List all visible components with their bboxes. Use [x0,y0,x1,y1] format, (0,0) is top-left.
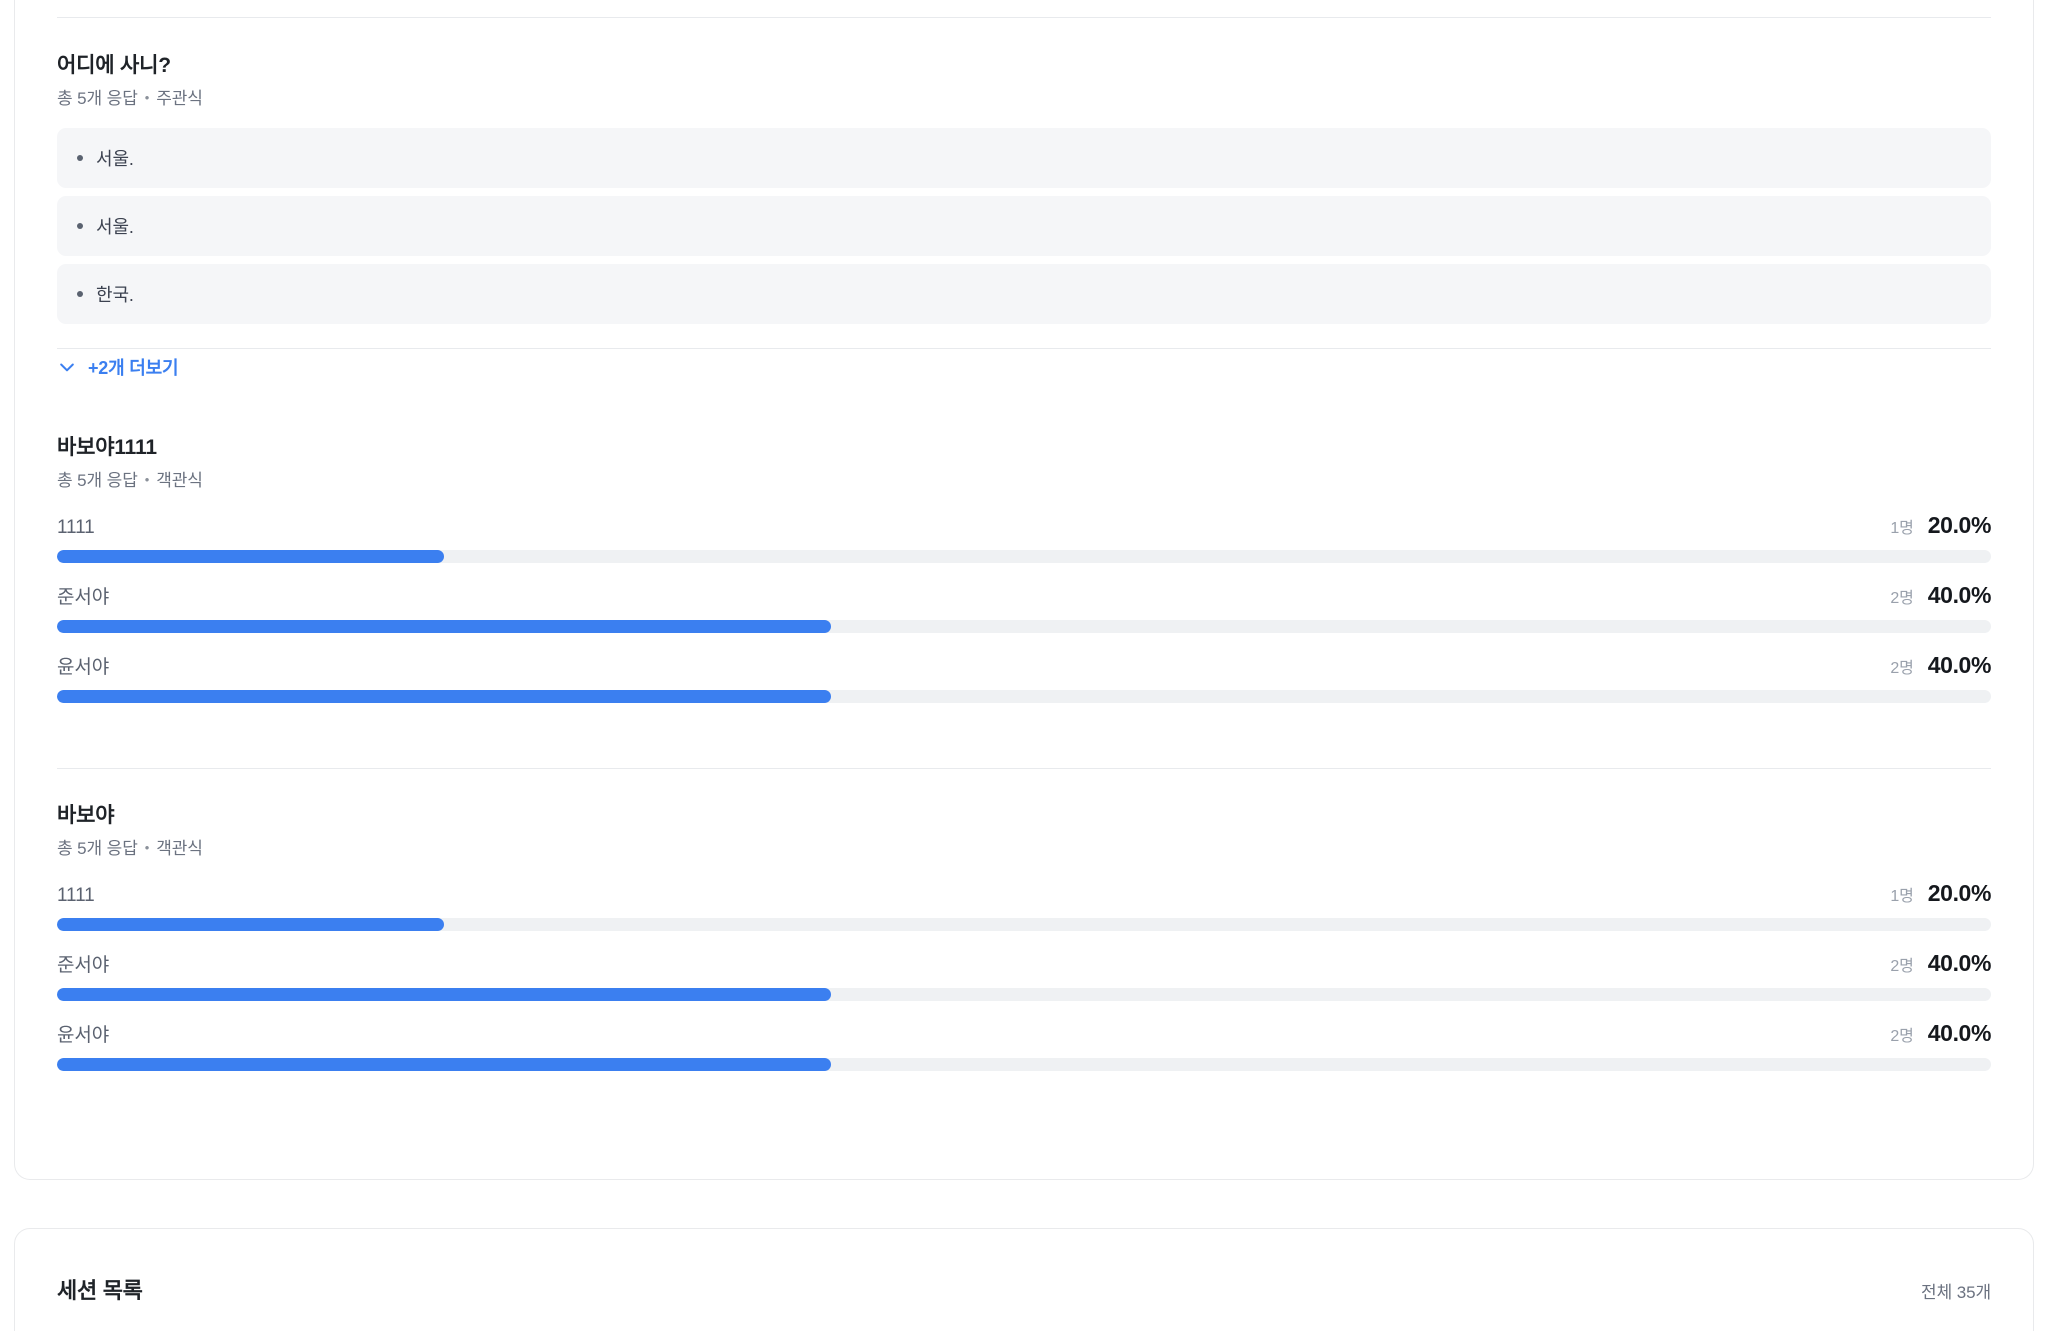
progress-fill [57,620,831,634]
choice-label: 1111 [57,517,95,539]
question-meta: 총 5개 응답 • 주관식 [57,88,1991,110]
answer-text: 한국. [96,285,134,306]
progress-track [57,918,1991,932]
choice-count: 2명 [1890,958,1914,976]
choice-count: 2명 [1890,590,1914,608]
choice-label: 준서야 [57,587,110,609]
choice-count: 2명 [1890,660,1914,678]
choice-percent: 40.0% [1927,582,1992,609]
question-block-babo-ya-1111: 바보야1111 총 5개 응답 • 객관식 1111 1명 20.0% [57,434,1991,722]
page-title: 세션 목록 [57,1278,143,1303]
meta-separator-dot: • [144,472,150,488]
progress-fill [57,918,444,932]
meta-separator-dot: • [144,90,150,106]
choice-bar-row: 1111 1명 20.0% [57,880,1992,932]
choice-percent: 40.0% [1927,1020,1992,1047]
question-meta: 총 5개 응답 • 객관식 [57,470,1991,492]
progress-track [57,1058,1991,1072]
choice-count: 1명 [1890,520,1914,538]
choice-count: 2명 [1890,1028,1914,1046]
question-type-label: 주관식 [156,89,203,109]
list-item: 서울. [57,128,1991,189]
question-response-total: 총 5개 응답 [57,89,138,109]
choice-count: 1명 [1890,888,1914,906]
progress-track [57,690,1991,704]
choice-bar-list: 1111 1명 20.0% 준서야 2명 [57,512,1992,704]
text-answer-list: 서울. 서울. 한국. [57,128,1991,325]
show-more-label: +2개 더보기 [88,358,179,379]
question-block-babo-ya: 바보야 총 5개 응답 • 객관식 1111 1명 20.0% [57,802,1991,1090]
progress-fill [57,550,444,564]
choice-bar-list: 1111 1명 20.0% 준서야 2명 [57,880,1992,1072]
progress-fill [57,690,831,704]
choice-label: 1111 [57,885,95,907]
section-divider [57,768,1991,769]
choice-bar-row: 준서야 2명 40.0% [57,950,1992,1002]
bullet-icon [77,155,83,162]
question-block-where-do-you-live: 어디에 사니? 총 5개 응답 • 주관식 서울. 서울. 한국. [57,52,1991,382]
question-analytics-card: 어디에 사니? 총 5개 응답 • 주관식 서울. 서울. 한국. [14,0,2034,1180]
answer-text: 서울. [96,149,134,170]
question-type-label: 객관식 [156,471,203,491]
list-item: 서울. [57,196,1991,257]
bullet-icon [77,223,83,230]
question-meta: 총 5개 응답 • 객관식 [57,838,1991,860]
session-list-card: 세션 목록 전체 35개 [14,1228,2034,1331]
choice-percent: 40.0% [1927,950,1992,977]
choice-bar-row: 준서야 2명 40.0% [57,582,1992,634]
progress-fill [57,1058,831,1072]
bullet-icon [77,291,83,298]
answer-text: 서울. [96,217,134,238]
progress-track [57,550,1991,564]
question-type-label: 객관식 [156,839,203,859]
session-list-header: 세션 목록 전체 35개 [57,1273,1991,1305]
choice-bar-row: 윤서야 2명 40.0% [57,1020,1992,1072]
question-response-total: 총 5개 응답 [57,839,138,859]
question-title: 어디에 사니? [57,54,171,77]
question-response-total: 총 5개 응답 [57,471,138,491]
choice-label: 윤서야 [57,1025,110,1047]
question-title: 바보야1111 [57,436,157,459]
list-item: 한국. [57,264,1991,325]
choice-label: 윤서야 [57,657,110,679]
choice-label: 준서야 [57,955,110,977]
choice-percent: 40.0% [1927,652,1992,679]
choice-percent: 20.0% [1927,512,1992,539]
session-total-count: 전체 35개 [1921,1283,1991,1302]
progress-track [57,620,1991,634]
progress-fill [57,988,831,1002]
progress-track [57,988,1991,1002]
show-more-answers-button[interactable]: +2개 더보기 [57,354,179,380]
section-divider-top [57,17,1991,18]
meta-separator-dot: • [144,840,150,856]
question-title: 바보야 [57,804,115,827]
section-divider [57,348,1991,349]
chevron-down-icon [57,357,77,377]
choice-bar-row: 1111 1명 20.0% [57,512,1992,564]
choice-bar-row: 윤서야 2명 40.0% [57,652,1992,704]
choice-percent: 20.0% [1927,880,1992,907]
